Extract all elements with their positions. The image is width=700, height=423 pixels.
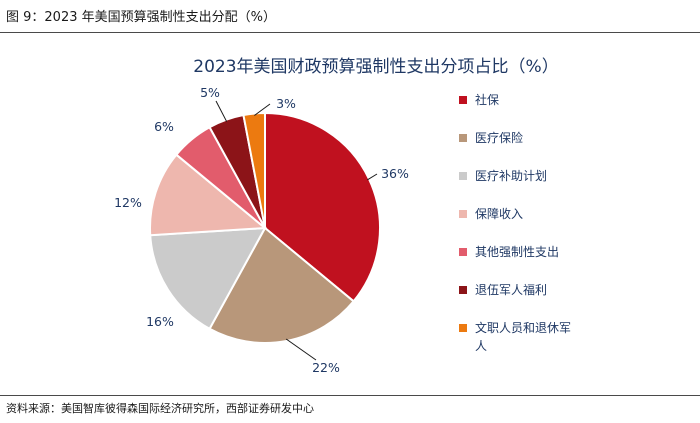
value-label-3: 16% [146,314,174,329]
figure-caption: 图 9：2023 年美国预算强制性支出分配（%） [6,10,276,25]
legend-label-6: 退伍军人福利 [475,282,547,297]
bottom-rule [0,395,700,396]
leader-lines [215,100,378,361]
legend-label-1: 社保 [475,92,499,107]
legend-swatch-4 [459,210,467,218]
pie-slice-3 [149,226,267,331]
legend-label-5: 其他强制性支出 [475,245,559,259]
legend-label-2: 医疗保险 [475,130,523,145]
value-label-4: 12% [114,195,142,210]
pie-slices [149,111,381,344]
legend-swatch-3 [459,172,467,180]
source-note: 资料来源：美国智库彼得森国际经济研究所，西部证券研发中心 [6,402,314,415]
legend-swatch-6 [459,286,467,294]
leader-line-2 [285,338,317,361]
pie-slice-2 [208,226,356,344]
value-label-5: 6% [154,119,174,134]
chart-title: 2023年美国财政预算强制性支出分项占比（%） [193,57,558,77]
legend-swatch-5 [459,248,467,256]
top-rule [0,32,700,33]
legend-swatch-7 [459,324,467,332]
value-label-7: 3% [276,96,296,111]
legend-label-4: 保障收入 [475,206,523,221]
value-label-1: 36% [381,166,409,181]
value-label-6: 5% [200,85,220,100]
value-labels: 36% 22% 16% 12% 6% 5% 3% [114,85,409,375]
legend-swatch-1 [459,96,467,104]
legend-label-3: 医疗补助计划 [475,169,547,183]
value-label-2: 22% [312,360,340,375]
legend-swatch-2 [459,134,467,142]
pie-slice-4 [149,153,268,237]
leader-line-1 [366,173,378,181]
leader-line-6 [215,100,228,122]
leader-line-7 [254,103,271,116]
pie-slice-7 [242,111,266,229]
legend-label-7: 文职人员和退休军人 [475,320,571,353]
